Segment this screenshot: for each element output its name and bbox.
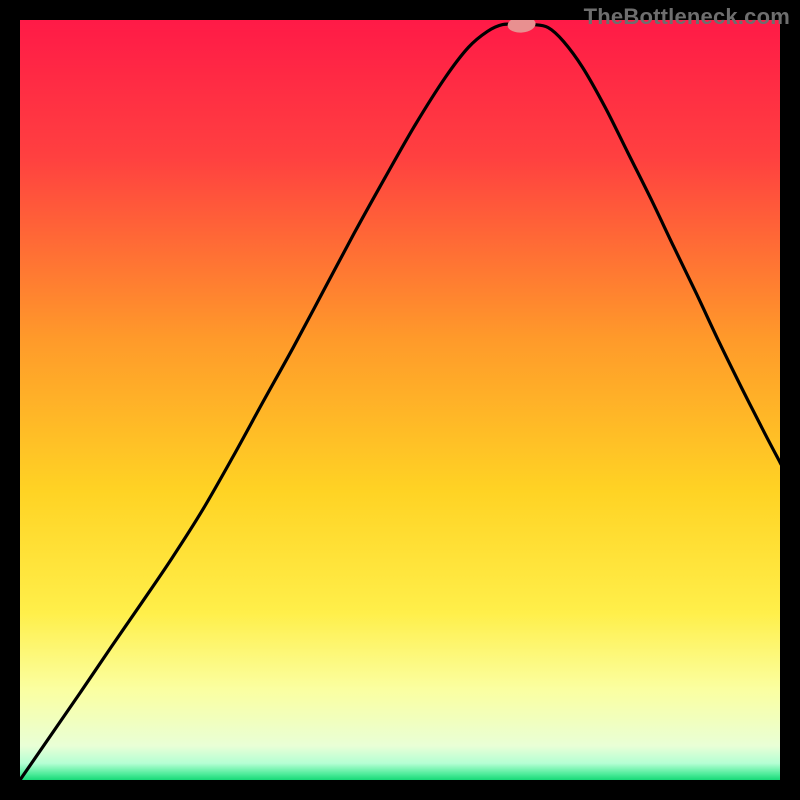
watermark-text: TheBottleneck.com [584, 4, 790, 30]
chart-svg [0, 0, 800, 800]
bottleneck-chart: TheBottleneck.com [0, 0, 800, 800]
chart-background [20, 20, 780, 780]
